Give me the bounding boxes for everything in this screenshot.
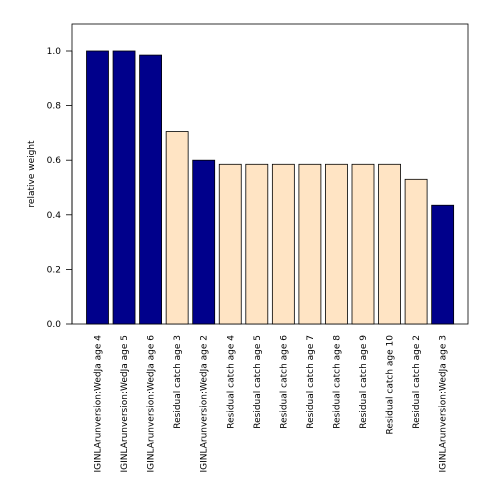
x-tick-label: Residual catch age 2 [412, 335, 422, 429]
bar-8 [271, 163, 295, 325]
x-tick-label: Residual catch age 5 [253, 335, 263, 429]
bar-6 [218, 163, 242, 325]
y-tick-label: 0.0 [47, 320, 62, 330]
y-tick-label: 0.2 [47, 265, 61, 275]
x-tick-label: Residual catch age 9 [359, 335, 369, 429]
bar-4 [165, 131, 189, 325]
x-tick-label: IGINLArunversion:WedJa age 6 [147, 335, 157, 473]
y-tick-label: 1.0 [47, 47, 62, 57]
x-tick-label: Residual catch age 6 [279, 335, 289, 429]
bar-3 [139, 54, 163, 325]
x-tick-label: IGINLArunversion:WedJa age 3 [439, 335, 449, 473]
x-tick-label: Residual catch age 3 [173, 335, 183, 429]
x-tick-label: IGINLArunversion:WedJa age 2 [200, 335, 210, 473]
bar-10 [325, 163, 348, 325]
x-tick-label: Residual catch age 4 [226, 335, 236, 429]
y-axis: 0.0 0.2 0.4 0.6 0.8 1.0 [47, 47, 73, 330]
bar-12 [378, 163, 401, 325]
bar-1 [86, 50, 109, 325]
x-tick-label: Residual catch age 10 [386, 335, 396, 435]
y-tick-label: 0.8 [47, 102, 62, 112]
y-tick-label: 0.6 [47, 156, 62, 166]
y-axis-title: relative weight [27, 140, 37, 208]
x-tick-label: Residual catch age 7 [306, 335, 316, 429]
bar-7 [245, 163, 269, 325]
x-tick-label: Residual catch age 8 [332, 335, 342, 429]
bar-5 [192, 159, 216, 325]
bar-2 [112, 50, 136, 325]
x-tick-label: IGINLArunversion:WedJa age 5 [120, 335, 130, 473]
y-tick-label: 0.4 [47, 211, 62, 221]
x-tick-labels: IGINLArunversion:WedJa age 4 IGINLArunver… [94, 335, 449, 473]
x-tick-label: IGINLArunversion:WedJa age 4 [94, 335, 104, 473]
bar-9 [298, 163, 322, 325]
bar-11 [351, 163, 375, 325]
bar-14 [431, 204, 455, 325]
bars [86, 50, 455, 325]
bar-13 [404, 178, 428, 325]
